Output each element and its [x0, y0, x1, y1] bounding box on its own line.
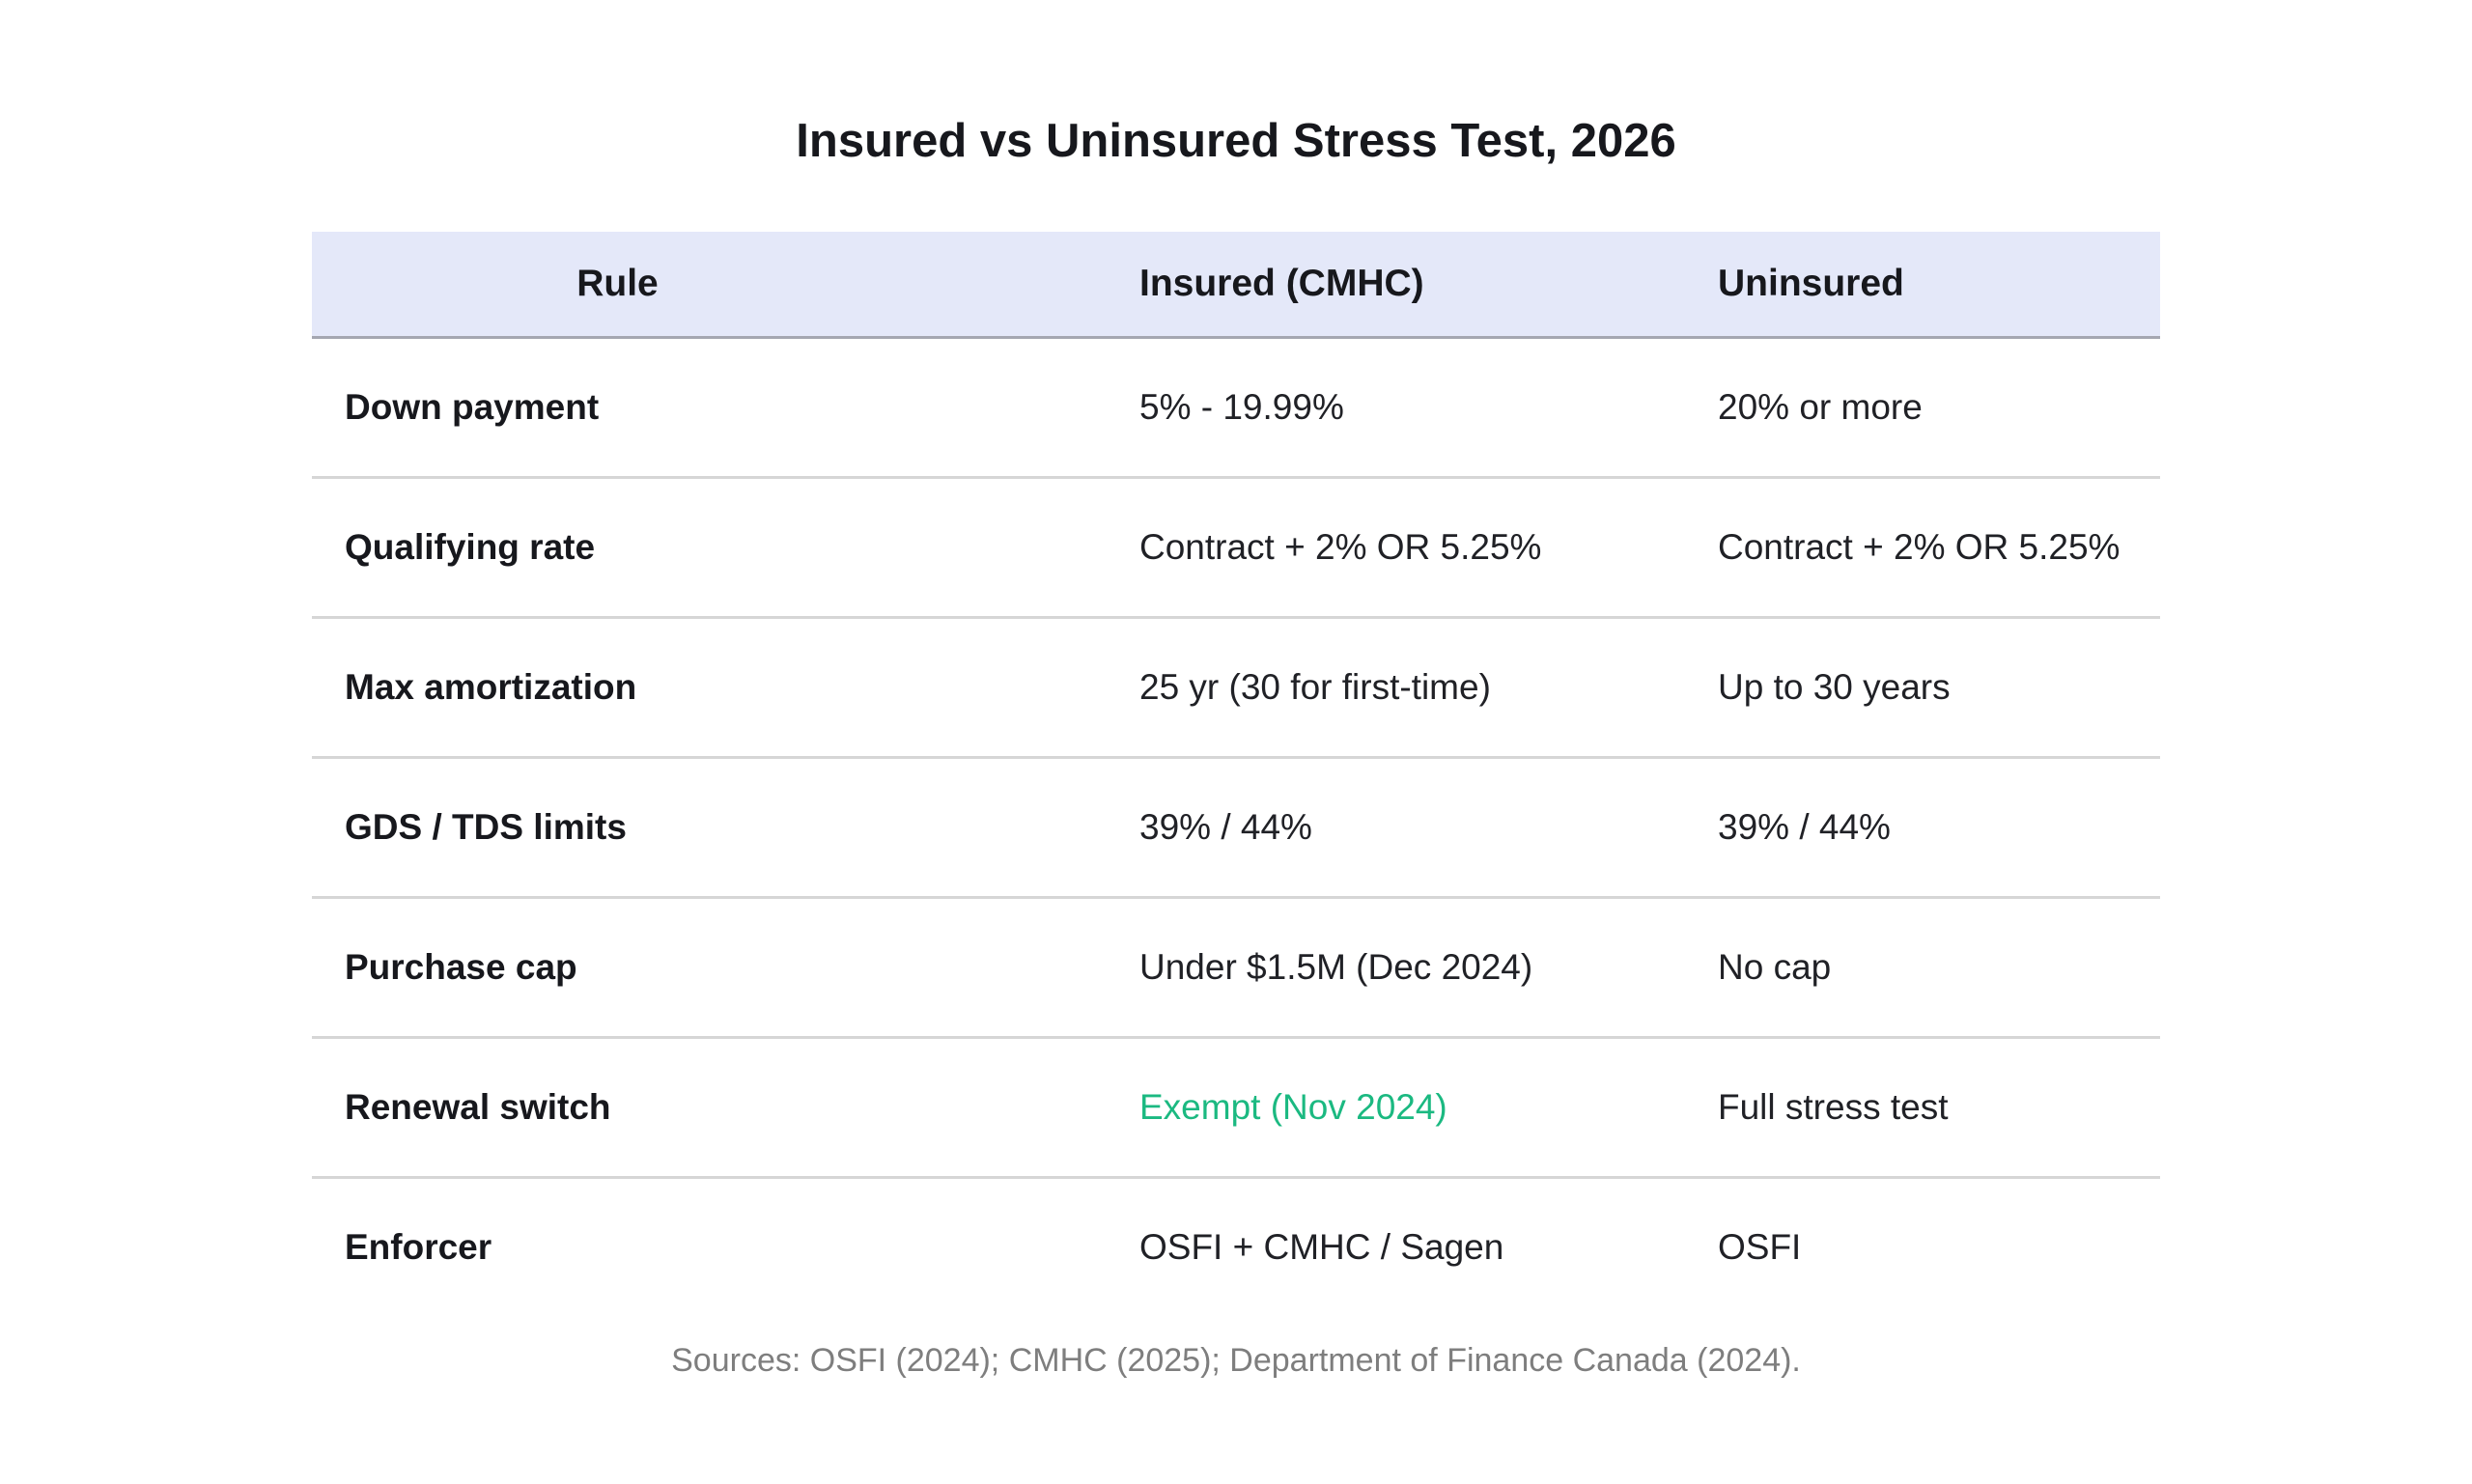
table-row-qualifying-rate: Qualifying rate Contract + 2% OR 5.25% C… — [312, 477, 2160, 619]
uninsured-cell: Contract + 2% OR 5.25% — [1685, 477, 2160, 619]
rule-cell: Max amortization — [312, 617, 1107, 759]
table-row-gds-tds-limits: GDS / TDS limits 39% / 44% 39% / 44% — [312, 757, 2160, 899]
table-body: Down payment 5% - 19.99% 20% or more Qua… — [312, 337, 2160, 1317]
uninsured-cell: OSFI — [1718, 1227, 1802, 1267]
rule-cell: Qualifying rate — [312, 477, 1107, 619]
column-header-rule: Rule — [312, 232, 1107, 339]
table-row-down-payment: Down payment 5% - 19.99% 20% or more — [312, 337, 2160, 479]
page: Insured vs Uninsured Stress Test, 2026 R… — [312, 115, 2160, 1379]
insured-cell: Under $1.5M (Dec 2024) — [1107, 897, 1685, 1039]
table-row-renewal-switch: Renewal switch Exempt (Nov 2024) Full st… — [312, 1037, 2160, 1179]
table-row-enforcer: Enforcer OSFI + CMHC / Sagen OSFI — [312, 1178, 2160, 1317]
header-row: Rule Insured (CMHC) Uninsured — [312, 232, 2160, 339]
table-row-max-amortization: Max amortization 25 yr (30 for first-tim… — [312, 617, 2160, 759]
rule-cell: Down payment — [312, 337, 1107, 479]
insured-cell: 25 yr (30 for first-time) — [1107, 617, 1685, 759]
column-header-insured: Insured (CMHC) — [1107, 232, 1685, 339]
table-row-purchase-cap: Purchase cap Under $1.5M (Dec 2024) No c… — [312, 897, 2160, 1039]
rule-cell: Purchase cap — [312, 897, 1107, 1039]
rule-cell: Renewal switch — [312, 1037, 1107, 1179]
table-header: Rule Insured (CMHC) Uninsured — [312, 232, 2160, 339]
uninsured-cell: 39% / 44% — [1685, 757, 2160, 899]
rule-cell: Enforcer — [345, 1227, 492, 1267]
insured-cell: 5% - 19.99% — [1107, 337, 1685, 479]
uninsured-cell: 20% or more — [1685, 337, 2160, 479]
uninsured-cell: Up to 30 years — [1685, 617, 2160, 759]
uninsured-cell: No cap — [1685, 897, 2160, 1039]
uninsured-cell: Full stress test — [1685, 1037, 2160, 1179]
insured-cell-highlight: Exempt (Nov 2024) — [1107, 1037, 1685, 1179]
insured-cell: Contract + 2% OR 5.25% — [1107, 477, 1685, 619]
insured-cell: OSFI + CMHC / Sagen — [1139, 1227, 1504, 1267]
insured-cell: 39% / 44% — [1107, 757, 1685, 899]
rule-cell: GDS / TDS limits — [312, 757, 1107, 899]
page-title: Insured vs Uninsured Stress Test, 2026 — [796, 115, 1676, 167]
sources-footnote: Sources: OSFI (2024); CMHC (2025); Depar… — [671, 1342, 1801, 1379]
column-header-uninsured: Uninsured — [1685, 232, 2160, 339]
comparison-table: Rule Insured (CMHC) Uninsured Down payme… — [312, 232, 2160, 1316]
